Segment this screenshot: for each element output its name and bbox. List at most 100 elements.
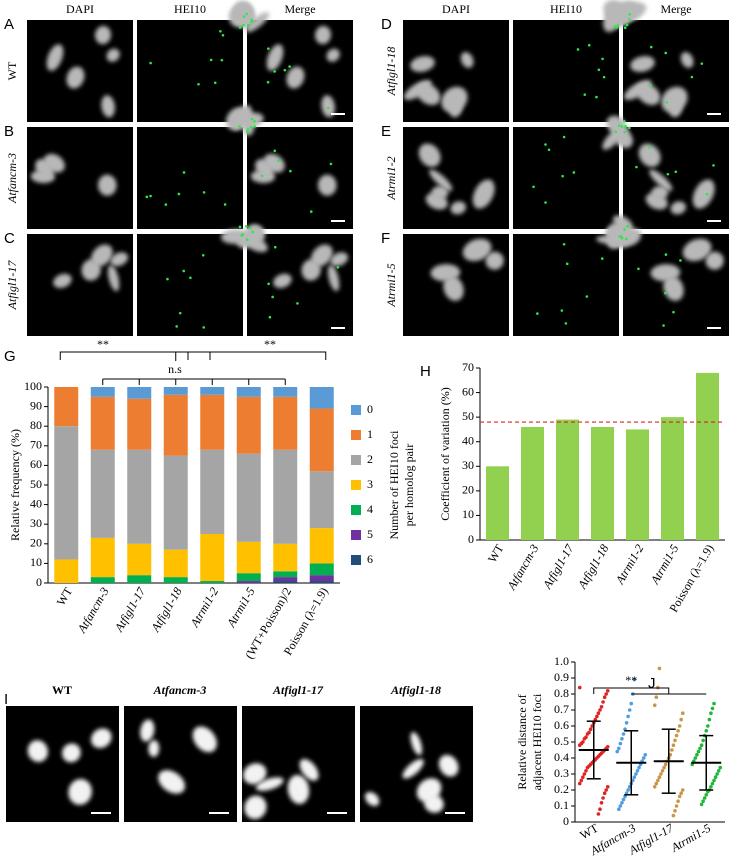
hei10-focus	[565, 262, 569, 266]
data-point	[718, 765, 723, 770]
data-point	[617, 807, 621, 811]
y-tick-label: 0.4	[554, 750, 569, 764]
y-axis-label: Relative distance of	[515, 694, 529, 789]
chromosome	[273, 273, 292, 289]
hei10-focus	[296, 302, 299, 305]
hei10-focus	[149, 194, 152, 198]
bar-segment	[273, 387, 298, 397]
y-tick-label: 0.3	[554, 766, 569, 780]
hei10-focus	[182, 269, 186, 273]
hei10-focus	[268, 315, 272, 319]
x-tick-label: Atfancm-3	[504, 542, 542, 593]
data-point	[670, 748, 674, 752]
hei10-focus	[266, 80, 270, 84]
bar-segment	[273, 543, 298, 572]
hei10-focus	[253, 120, 256, 123]
chromosome	[158, 770, 186, 794]
hei10-focus	[705, 192, 709, 196]
hei10-focus	[544, 143, 547, 146]
bar-segment	[236, 387, 261, 397]
data-point	[620, 737, 624, 741]
x-tick-label: Atrmi1-2	[187, 585, 221, 630]
hei10-focus	[712, 164, 715, 167]
hei10-focus	[576, 48, 580, 51]
chromosome	[472, 179, 495, 209]
data-point	[601, 796, 605, 800]
legend-swatch	[351, 480, 361, 490]
data-point	[599, 705, 604, 709]
hei10-focus	[583, 93, 587, 96]
chromosome	[140, 719, 155, 742]
data-point	[701, 738, 705, 743]
legend-swatch	[351, 530, 361, 540]
hei10-focus	[561, 174, 564, 178]
significance-bracket	[59, 351, 211, 360]
legend-swatch	[351, 430, 361, 440]
bar-segment	[273, 396, 298, 450]
hei10-focus	[267, 47, 270, 50]
row-label: Atrmi1-5	[384, 263, 398, 307]
hei10-focus	[242, 23, 245, 27]
chromosome	[106, 48, 120, 62]
bar-segment	[309, 471, 334, 529]
hei10-focus	[221, 33, 225, 37]
bar-segment	[127, 387, 152, 399]
hei10-focus	[623, 228, 626, 231]
hei10-focus	[564, 322, 568, 325]
data-point	[620, 801, 624, 805]
bar-segment	[127, 575, 152, 583]
bar-segment	[163, 577, 188, 583]
chromosome	[441, 86, 468, 113]
data-point	[657, 775, 662, 779]
chromosome	[649, 169, 673, 191]
y-tick-label: 80	[30, 418, 42, 432]
data-point	[693, 756, 698, 760]
bar-segment	[54, 426, 79, 560]
y-tick-label: 0.7	[554, 702, 569, 716]
micrograph	[513, 234, 619, 336]
hei10-focus	[572, 171, 576, 174]
x-tick-label: Atfigl1-18	[575, 542, 612, 592]
data-point	[701, 799, 705, 803]
bar	[556, 419, 579, 540]
data-point	[598, 708, 602, 712]
hei10-focus	[201, 253, 205, 257]
hei10-focus	[536, 312, 539, 315]
hei10-focus	[620, 125, 624, 128]
chromosome	[311, 244, 333, 267]
bar-segment	[309, 575, 334, 582]
bar-segment	[236, 396, 261, 454]
hei10-focus	[562, 135, 566, 139]
chromosome	[101, 95, 115, 118]
data-point	[699, 802, 704, 807]
hei10-focus	[532, 185, 535, 189]
chromosome	[650, 264, 681, 282]
chromosome	[670, 201, 686, 215]
hei10-focus	[616, 24, 620, 27]
data-point	[663, 762, 668, 767]
hei10-focus	[628, 126, 631, 130]
data-point	[712, 778, 716, 783]
row-label: Atfigl1-18	[384, 47, 398, 97]
column-header: DAPI	[66, 2, 94, 16]
chromosome	[228, 5, 251, 28]
data-point	[637, 765, 641, 770]
data-point	[599, 801, 604, 805]
chromosome	[645, 193, 668, 210]
hei10-focus	[145, 195, 149, 199]
y-tick-label: 0.6	[554, 718, 569, 732]
panel-letter: B	[4, 123, 14, 140]
hei10-focus	[628, 12, 631, 16]
bar-segment	[236, 581, 261, 583]
chromosome	[192, 726, 217, 753]
chromosome	[630, 56, 655, 73]
hei10-focus	[247, 23, 250, 27]
hei10-focus	[547, 148, 551, 152]
chromosome	[682, 238, 712, 262]
hei10-focus	[662, 324, 665, 327]
bar	[696, 372, 719, 540]
row-label: Atfancm-3	[5, 153, 19, 204]
bar-segment	[236, 541, 261, 574]
significance-label: **	[625, 673, 637, 687]
